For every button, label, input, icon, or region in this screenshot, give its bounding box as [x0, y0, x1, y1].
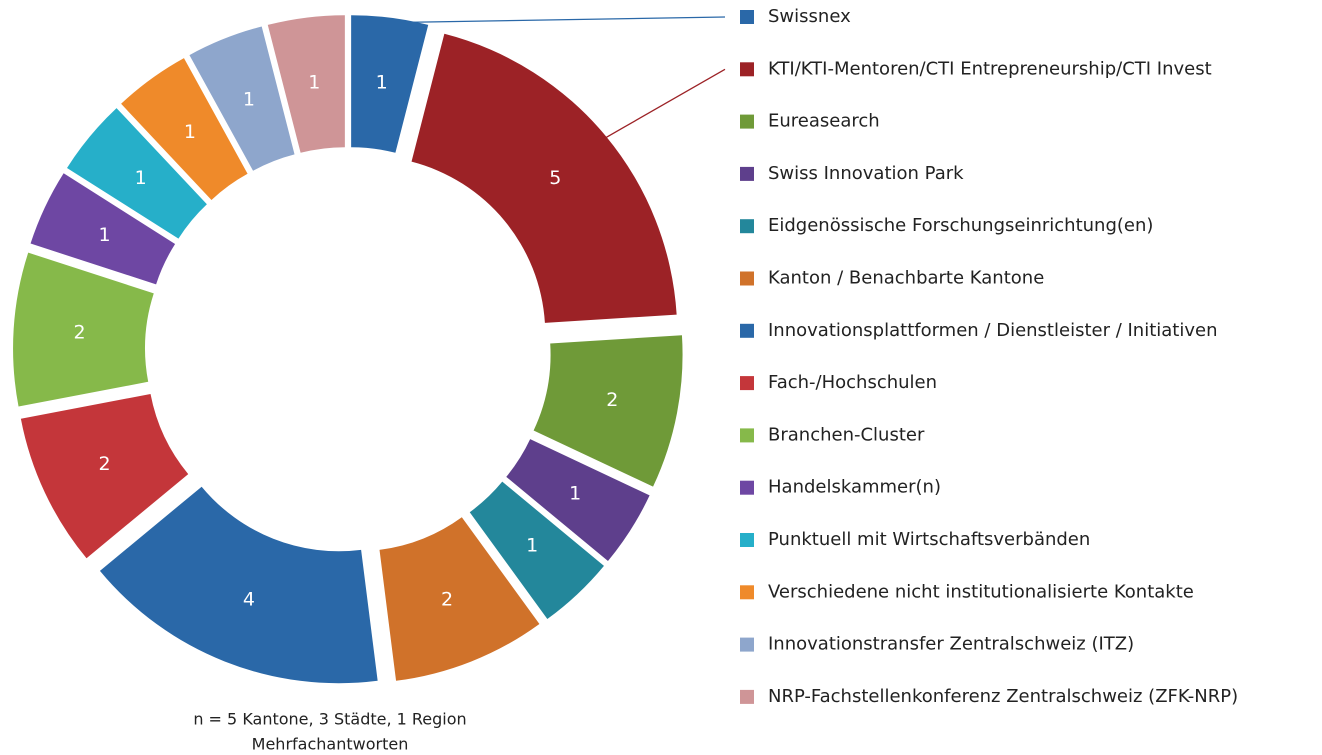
data-label: 1: [135, 167, 147, 189]
slice: [533, 335, 683, 487]
slice: [189, 26, 295, 171]
slice: [351, 15, 429, 153]
data-label: 2: [99, 453, 111, 475]
legend-marker: [740, 428, 754, 443]
slice: [411, 33, 677, 323]
legend-marker: [740, 62, 754, 77]
slice: [30, 173, 176, 285]
data-label: 1: [308, 72, 320, 94]
legend-marker: [740, 376, 754, 391]
legend-label: KTI/KTI-Mentoren/CTI Entrepreneurship/CT…: [768, 58, 1212, 79]
slice: [99, 486, 378, 684]
legend-label: Punktuell mit Wirtschaftsverbänden: [768, 529, 1090, 550]
slice: [379, 517, 540, 681]
data-label: 5: [549, 167, 561, 189]
legend-marker: [740, 533, 754, 547]
slice: [267, 15, 345, 153]
data-label: 1: [243, 88, 255, 110]
legend-marker: [740, 323, 754, 338]
legend-label: Verschiedene nicht institutionalisierte …: [768, 581, 1194, 602]
slice: [66, 108, 207, 239]
legend-label: Branchen-Cluster: [768, 424, 925, 445]
slice: [13, 252, 154, 407]
data-label: 1: [569, 483, 581, 505]
annotation: Mehrfachantworten: [252, 735, 409, 754]
legend-label: NRP-Fachstellenkonferenz Zentralschweiz …: [768, 686, 1238, 707]
legend-marker: [740, 219, 754, 234]
legend-label: Swissnex: [768, 6, 851, 27]
legend-label: Eureasearch: [768, 111, 880, 132]
legend-marker: [740, 637, 754, 652]
legend-label: Swiss Innovation Park: [768, 163, 964, 184]
slice: [469, 481, 604, 620]
legend-label: Eidgenössische Forschungseinrichtung(en): [768, 215, 1153, 236]
data-label: 1: [99, 224, 111, 246]
legend-label: Fach-/Hochschulen: [768, 372, 937, 393]
legend-label: Handelskammer(n): [768, 477, 941, 498]
slice: [506, 439, 650, 561]
legend-marker: [740, 480, 754, 495]
leader-line: [601, 68, 726, 141]
legend-marker: [740, 114, 754, 129]
legend-label: Innovationsplattformen / Dienstleister /…: [768, 320, 1217, 341]
legend-marker: [740, 166, 754, 181]
legend-label: Kanton / Benachbarte Kantone: [768, 268, 1044, 289]
slice: [121, 58, 248, 201]
annotation: n = 5 Kantone, 3 Städte, 1 Region: [193, 710, 466, 729]
data-label: 2: [73, 322, 85, 344]
legend-marker: [740, 585, 754, 600]
legend-label: Innovationstransfer Zentralschweiz (ITZ): [768, 634, 1134, 655]
leader-line: [389, 16, 726, 24]
legend-marker: [740, 10, 754, 24]
data-label: 2: [441, 589, 453, 611]
data-label: 1: [526, 535, 538, 557]
legend-marker: [740, 689, 754, 704]
legend-marker: [740, 271, 754, 286]
data-label: 1: [184, 121, 196, 143]
data-label: 1: [376, 72, 388, 94]
slice: [20, 393, 189, 559]
data-label: 2: [606, 389, 618, 411]
data-label: 4: [243, 589, 255, 611]
